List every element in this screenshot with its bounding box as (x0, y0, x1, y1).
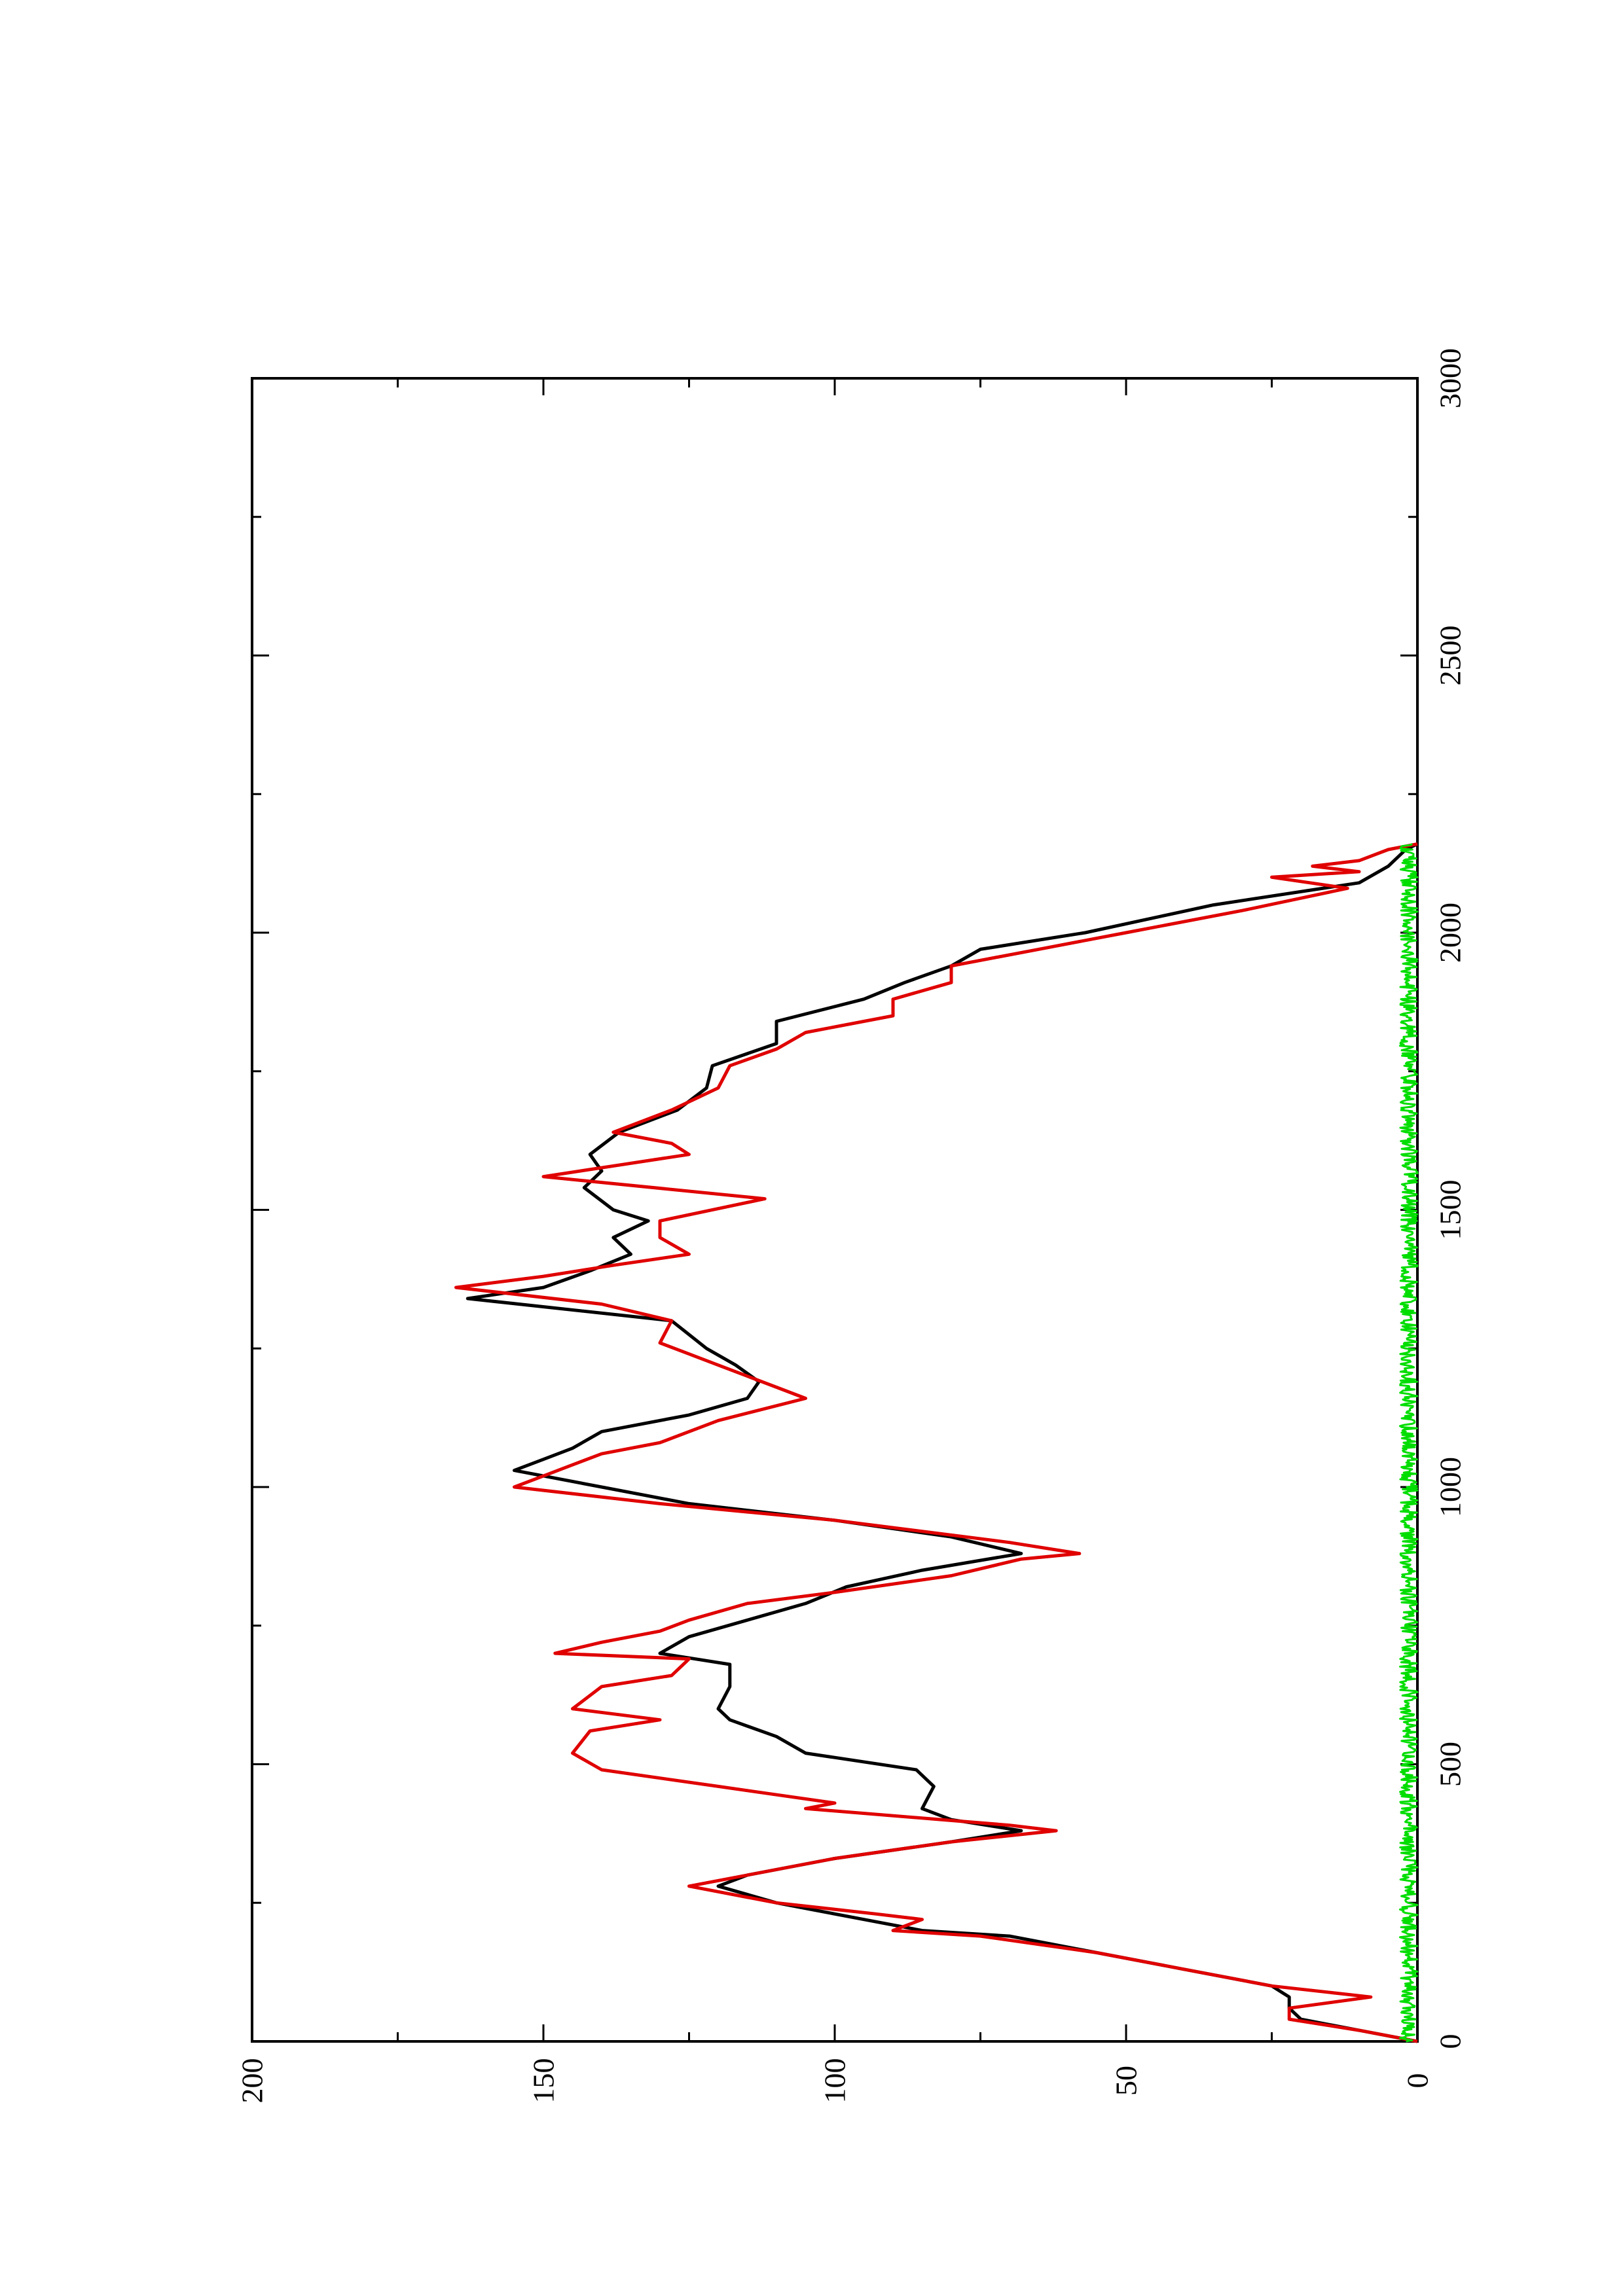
y-tick-label: 100 (818, 2058, 852, 2104)
tick-labels: 0 500 1000 1500 2000 2500 3000 0 50 100 150 200 (236, 348, 1467, 2104)
y-tick-label: 200 (236, 2058, 269, 2104)
x-tick-label: 1500 (1434, 1180, 1467, 1240)
series-line-3 (1398, 843, 1419, 2043)
x-tick-label: 3000 (1434, 348, 1467, 408)
y-tick-label: 0 (1401, 2073, 1434, 2089)
x-tick-label: 2500 (1434, 626, 1467, 686)
series-line-2 (454, 842, 1418, 2043)
plot-frame (251, 377, 1419, 2043)
ticks (251, 377, 1419, 2043)
x-tick-label: 500 (1434, 1742, 1467, 1787)
y-tick-label: 50 (1110, 2066, 1143, 2096)
x-tick-label: 1000 (1434, 1457, 1467, 1517)
x-tick-label: 0 (1434, 2034, 1467, 2049)
series-line-1 (465, 842, 1419, 2043)
y-tick-label: 150 (527, 2058, 560, 2104)
series-layer (454, 842, 1419, 2043)
x-tick-label: 2000 (1434, 903, 1467, 963)
